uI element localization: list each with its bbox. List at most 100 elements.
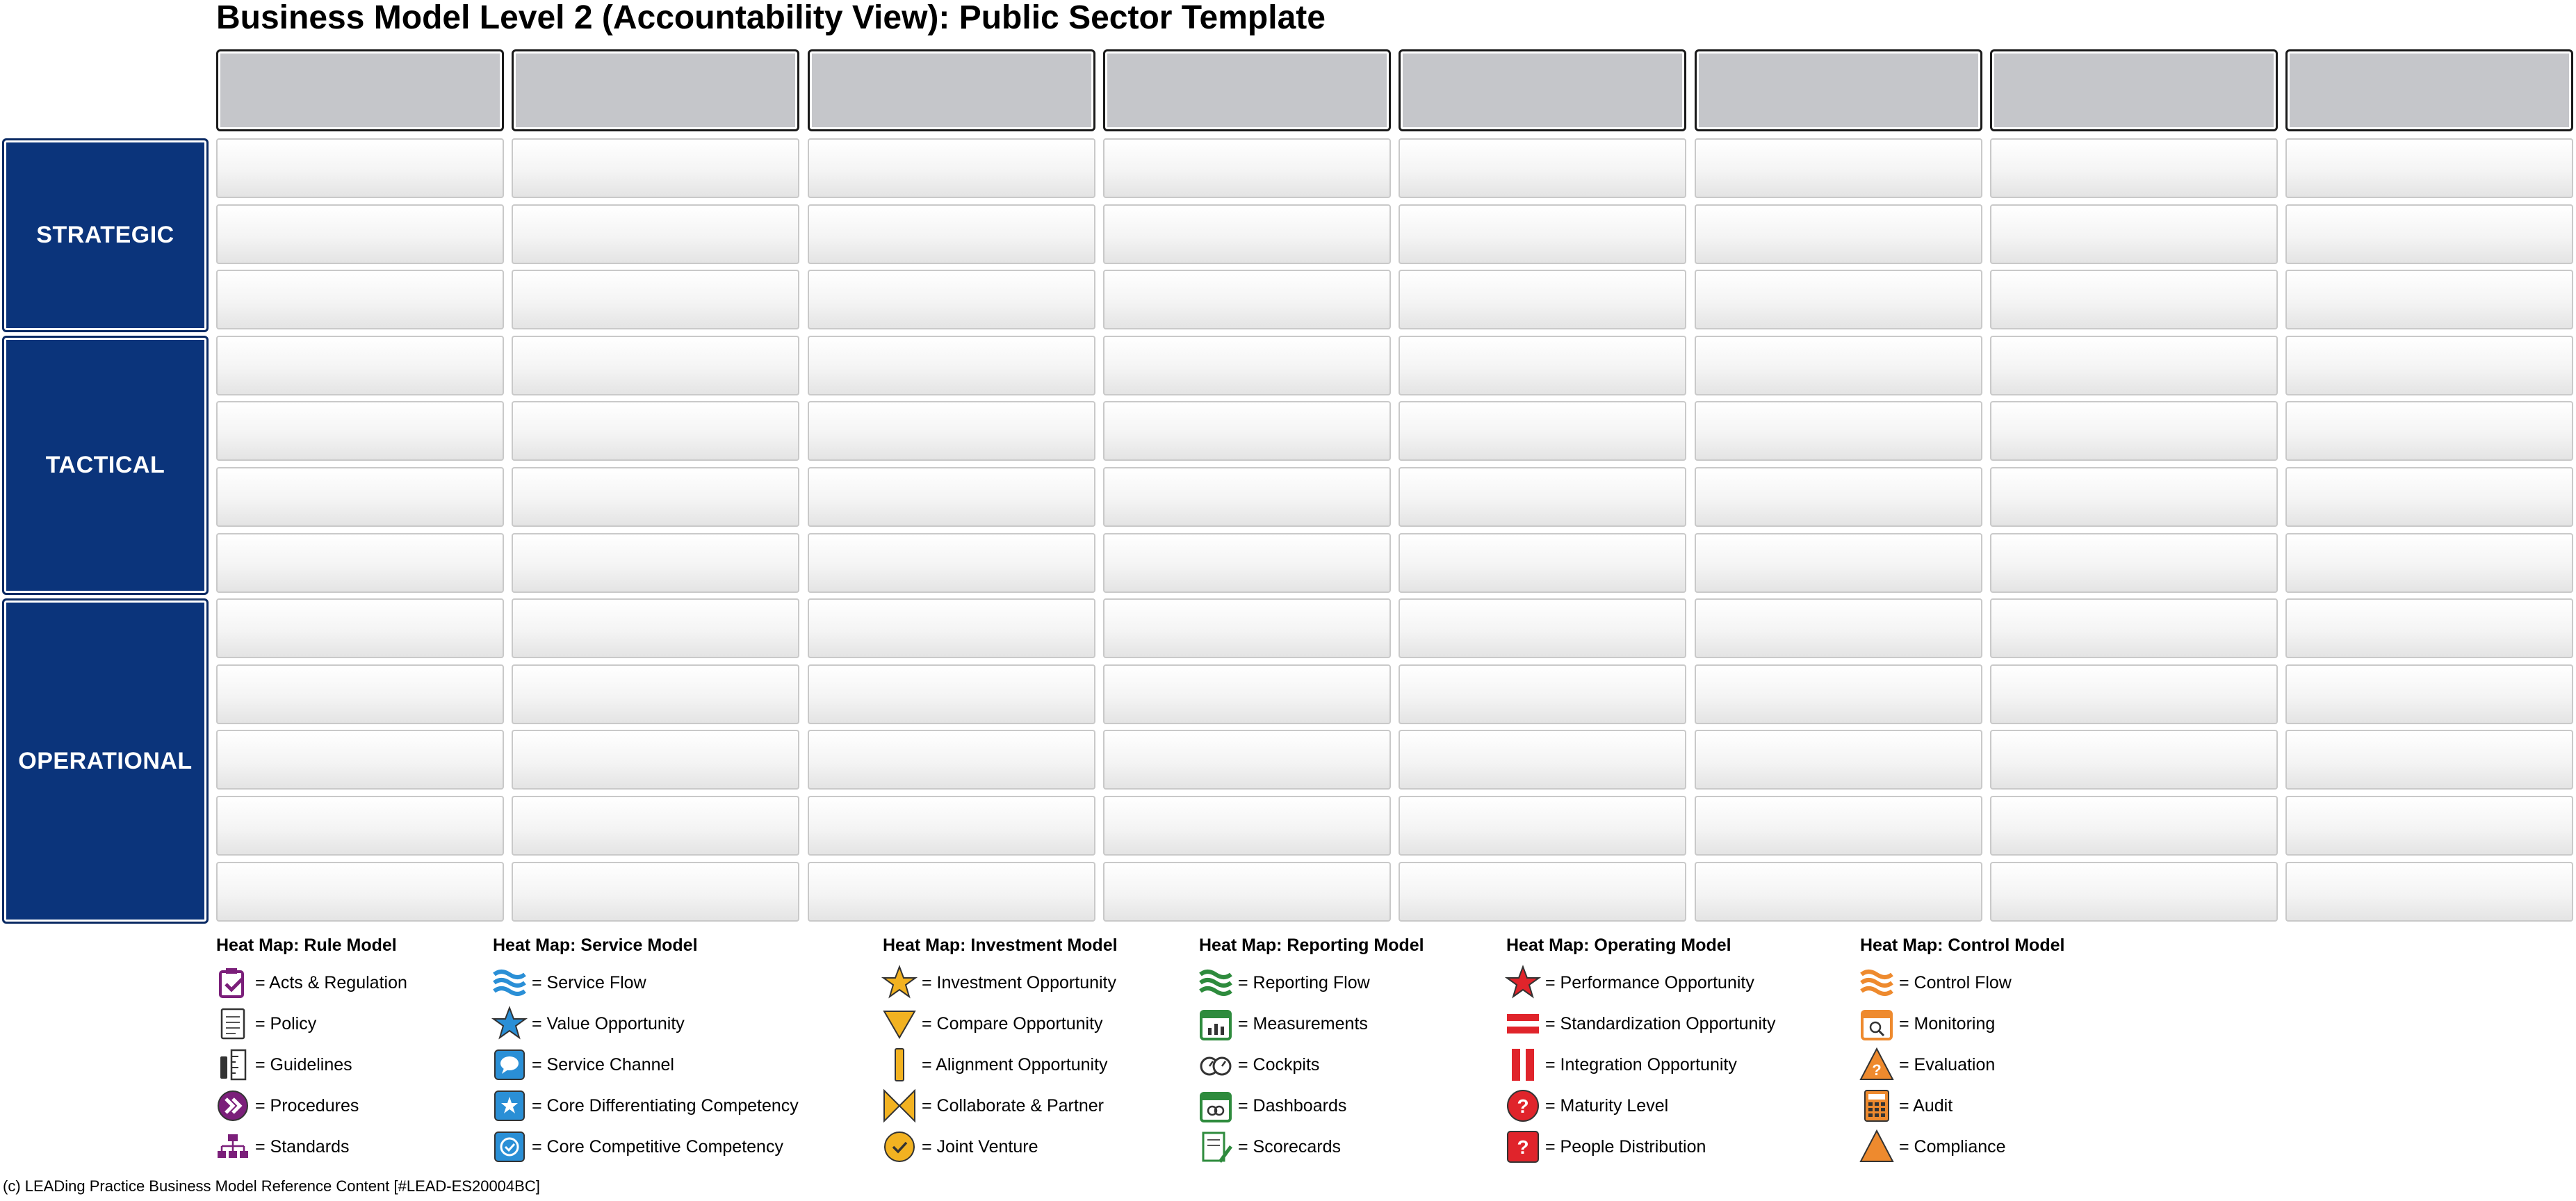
grid-cell [808, 664, 1095, 724]
grid-cell [2285, 862, 2573, 922]
grid-cell [1103, 270, 1391, 329]
grid-cell [2285, 467, 2573, 527]
legend-item-label: = Cockpits [1238, 1054, 1320, 1075]
legend-item: = Reporting Flow [1198, 964, 1370, 1002]
legend-item-label: = Joint Venture [922, 1136, 1038, 1157]
legend-title: Heat Map: Rule Model [216, 936, 397, 955]
grid-cell [512, 467, 799, 527]
dashboards-icon [1200, 1092, 1232, 1122]
policy-icon [220, 1008, 245, 1040]
grid-cell [1103, 730, 1391, 790]
grid-cell [1103, 664, 1391, 724]
grid-cell [1103, 598, 1391, 658]
cockpits-icon [1200, 1056, 1232, 1076]
legend-item-label: = Performance Opportunity [1545, 972, 1754, 992]
grid-cell [1990, 204, 2278, 264]
legend-item-label: = Measurements [1238, 1013, 1368, 1033]
grid-cell [216, 664, 504, 724]
grid-cell [808, 467, 1095, 527]
grid-cell [1103, 204, 1391, 264]
column-header-6 [1695, 49, 1982, 131]
grid-cell [1399, 270, 1686, 329]
legend-item-label: = Monitoring [1899, 1013, 1996, 1033]
grid-cell [2285, 598, 2573, 658]
legend-item-label: = Policy [255, 1013, 317, 1033]
investment-opportunity-icon [881, 965, 918, 999]
band-tactical: TACTICAL [2, 336, 209, 595]
grid-cell [512, 270, 799, 329]
legend-title: Heat Map: Control Model [1860, 936, 2065, 955]
legend-item: = Performance Opportunity [1505, 964, 1754, 1002]
legend-item-label: = Service Channel [532, 1054, 674, 1075]
legend-item-label: = Audit [1899, 1095, 1953, 1116]
legend-title: Heat Map: Reporting Model [1199, 936, 1424, 955]
legend-item: = Core Differentiating Competency [491, 1087, 799, 1125]
legend-item: = Control Flow [1859, 964, 2012, 1002]
legend-item: = Measurements [1198, 1005, 1368, 1043]
legend-item-label: = Reporting Flow [1238, 972, 1370, 992]
grid-cell [2285, 730, 2573, 790]
column-header-5 [1399, 49, 1686, 131]
legend-item: = Audit [1859, 1087, 1953, 1125]
legend-item: = Policy [215, 1005, 316, 1043]
grid-cell [1695, 204, 1982, 264]
column-header-8 [2285, 49, 2573, 131]
grid-cell [1399, 730, 1686, 790]
legend-item: = Integration Opportunity [1505, 1046, 1737, 1084]
grid-cell [2285, 138, 2573, 198]
grid-cell [1399, 204, 1686, 264]
grid-cell [512, 796, 799, 856]
grid-cell [216, 138, 504, 198]
grid-cell [808, 336, 1095, 395]
svg-text:?: ? [1517, 1095, 1529, 1117]
legend-item-label: = Service Flow [532, 972, 646, 992]
compare-opportunity-icon [883, 1011, 916, 1039]
legend-item-label: = Standards [255, 1136, 350, 1157]
acts-regulation-icon [219, 968, 244, 998]
grid-cell [512, 664, 799, 724]
grid-cell [808, 796, 1095, 856]
legend-item-label: = Alignment Opportunity [922, 1054, 1108, 1075]
legend-item-label: = Evaluation [1899, 1054, 1996, 1075]
grid-cell [1695, 862, 1982, 922]
grid-cell [1990, 270, 2278, 329]
column-header-7 [1990, 49, 2278, 131]
legend-item: = Guidelines [215, 1046, 352, 1084]
compliance-icon [1859, 1129, 1894, 1162]
grid-cell [808, 401, 1095, 461]
legend-item-label: = Value Opportunity [532, 1013, 685, 1033]
legend-item-label: = Core Competitive Competency [532, 1136, 783, 1157]
grid-cell [216, 467, 504, 527]
column-header-1 [216, 49, 504, 131]
standards-icon [218, 1134, 248, 1158]
grid-cell [1399, 598, 1686, 658]
grid-cell [1695, 533, 1982, 593]
grid-cell [512, 401, 799, 461]
legend-item: = Service Flow [491, 964, 646, 1002]
band-strategic: STRATEGIC [2, 138, 209, 332]
grid-cell [808, 138, 1095, 198]
grid-cell [1695, 730, 1982, 790]
legend-item: = Joint Venture [881, 1128, 1038, 1166]
legend-item-label: = Acts & Regulation [255, 972, 407, 992]
legend-item-label: = Dashboards [1238, 1095, 1347, 1116]
grid-cell [216, 336, 504, 395]
collaborate-partner-icon [883, 1088, 915, 1123]
integration-opportunity-icon [1512, 1049, 1534, 1081]
legend-item-label: = Investment Opportunity [922, 972, 1117, 992]
grid-cell [512, 598, 799, 658]
column-header-2 [512, 49, 799, 131]
grid-cell [512, 862, 799, 922]
legend-item: = Core Competitive Competency [491, 1128, 783, 1166]
legend-title: Heat Map: Investment Model [883, 936, 1118, 955]
grid-cell [1990, 796, 2278, 856]
grid-cell [808, 270, 1095, 329]
grid-cell [1695, 336, 1982, 395]
core-differentiating-competency-icon [494, 1090, 525, 1121]
performance-opportunity-icon [1505, 965, 1541, 999]
grid-cell [1399, 336, 1686, 395]
people-distribution-icon: ? [1507, 1131, 1539, 1163]
value-opportunity-icon [491, 1006, 528, 1040]
grid-cell [2285, 664, 2573, 724]
standardization-opportunity-icon [1507, 1014, 1539, 1033]
